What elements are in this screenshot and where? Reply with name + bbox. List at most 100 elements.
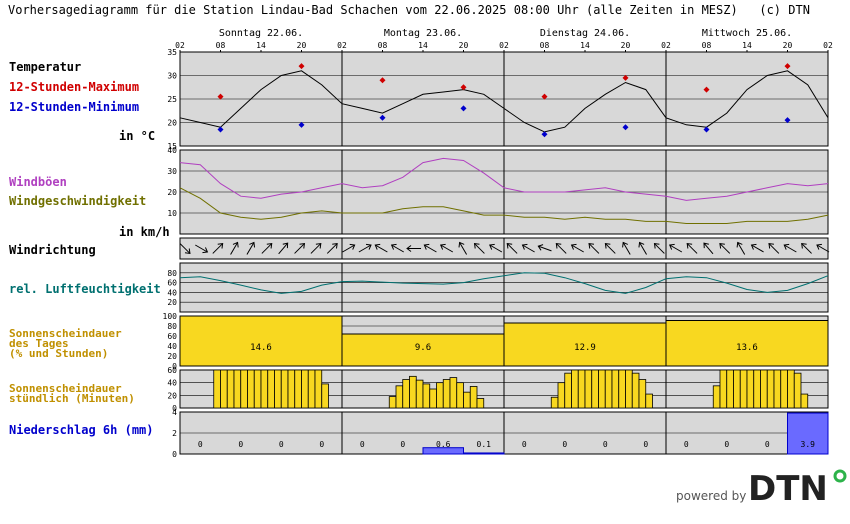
temp-tick-label: 35 bbox=[167, 48, 177, 57]
wind-direction-arrow bbox=[473, 242, 485, 254]
wind-direction-arrow bbox=[230, 241, 239, 255]
max-temp-point bbox=[379, 77, 386, 84]
precip-value: 0 bbox=[319, 440, 324, 449]
sun-hour-bar bbox=[220, 369, 228, 409]
sun-hour-bar bbox=[321, 383, 329, 409]
label-temp-unit: in °C bbox=[119, 129, 156, 143]
precip-value: 0 bbox=[643, 440, 648, 449]
gust-line bbox=[179, 157, 829, 201]
wind-arrow-head bbox=[349, 243, 356, 250]
sun-day-tick-label: 100 bbox=[163, 312, 178, 321]
precip-value: 0 bbox=[684, 440, 689, 449]
label-min: 12-Stunden-Minimum bbox=[9, 100, 140, 114]
precip-value: 0.1 bbox=[477, 440, 492, 449]
sun-hour-bar bbox=[638, 379, 647, 409]
precip-value: 0 bbox=[603, 440, 608, 449]
wind-arrow-head bbox=[703, 242, 709, 249]
sun-day-tick-label: 20 bbox=[167, 352, 177, 361]
sun-hour-bar bbox=[442, 379, 451, 409]
min-temp-point bbox=[703, 126, 710, 133]
wind-arrow-head bbox=[604, 242, 611, 249]
max-temp-point bbox=[622, 74, 629, 81]
wind-direction-arrow bbox=[261, 242, 273, 254]
wind-arrow-head bbox=[217, 242, 224, 249]
wind-tick-label: 30 bbox=[167, 167, 177, 176]
wind-direction-arrow bbox=[195, 244, 209, 254]
wind-tick-label: 40 bbox=[167, 146, 177, 155]
sun-day-value: 9.6 bbox=[415, 343, 431, 353]
sun-day-bar bbox=[665, 320, 829, 367]
sun-hour-bar bbox=[213, 369, 221, 409]
sun-hour-bar bbox=[415, 379, 424, 409]
hour-tick-label: 20 bbox=[783, 41, 793, 50]
wind-tick-label: 10 bbox=[167, 209, 177, 218]
wind-arrow-shaft bbox=[374, 244, 388, 253]
wind-arrow-shaft bbox=[326, 243, 338, 254]
sun-hour-tick-label: 40 bbox=[167, 379, 177, 388]
wind-arrow-shaft bbox=[459, 242, 468, 255]
sun-hour-bar bbox=[409, 375, 417, 409]
wind-direction-arrow bbox=[310, 242, 322, 254]
wind-direction-arrow bbox=[588, 242, 600, 254]
day-label: Montag 23.06. bbox=[384, 28, 462, 39]
precip-value: 0 bbox=[724, 440, 729, 449]
precip-value: 0 bbox=[765, 440, 770, 449]
hour-tick-label: 20 bbox=[297, 41, 307, 50]
hour-tick-label: 08 bbox=[216, 41, 226, 50]
wind-direction-arrow bbox=[801, 242, 812, 254]
hour-tick-label: 02 bbox=[661, 41, 671, 50]
wind-arrow-shaft bbox=[278, 242, 289, 255]
sun-hour-bar bbox=[793, 372, 802, 409]
precip-value: 0 bbox=[522, 440, 527, 449]
sun-hour-bar bbox=[571, 369, 579, 409]
wind-arrow-head bbox=[555, 242, 562, 249]
wind-arrow-head bbox=[768, 242, 774, 249]
max-temp-point bbox=[217, 93, 224, 100]
label-precip: Niederschlag 6h (mm) bbox=[9, 423, 154, 437]
precip-value: 0 bbox=[360, 440, 365, 449]
wind-tick-label: 20 bbox=[167, 188, 177, 197]
sun-hour-bar bbox=[712, 385, 721, 409]
sun-hour-bar bbox=[584, 369, 593, 409]
max-temp-point bbox=[298, 63, 305, 70]
sun-hour-bar bbox=[753, 369, 761, 409]
wind-arrow-shaft bbox=[474, 243, 485, 254]
precip-value: 3.9 bbox=[801, 440, 816, 449]
wind-arrow-shaft bbox=[605, 243, 616, 254]
wind-arrow-head bbox=[458, 241, 465, 248]
wind-direction-arrow bbox=[622, 241, 631, 255]
wind-arrow-head bbox=[668, 243, 675, 250]
sun-hour-bar bbox=[294, 369, 302, 409]
sun-day-bar bbox=[341, 333, 505, 367]
wind-direction-arrow bbox=[570, 243, 584, 253]
page-title: Vorhersagediagramm für die Station Linda… bbox=[8, 3, 810, 17]
wind-arrow-shaft bbox=[212, 243, 224, 254]
wind-arrow-head bbox=[249, 241, 256, 248]
wind-direction-arrow bbox=[489, 243, 503, 253]
wind-arrow-shaft bbox=[816, 244, 830, 253]
hour-tick-label: 20 bbox=[621, 41, 631, 50]
wind-arrow-head bbox=[816, 243, 822, 250]
wind-arrow-head bbox=[588, 242, 595, 249]
day-label: Mittwoch 25.06. bbox=[702, 28, 792, 39]
wind-arrow-shaft bbox=[768, 243, 780, 254]
sun-day-tick-label: 60 bbox=[167, 332, 177, 341]
precip-value: 0 bbox=[279, 440, 284, 449]
label-wind-unit: in km/h bbox=[119, 225, 170, 239]
sun-hour-bar bbox=[429, 388, 437, 409]
wind-arrow-shaft bbox=[440, 244, 454, 253]
sun-hour-bar bbox=[240, 369, 248, 409]
sun-hour-bar bbox=[733, 369, 741, 409]
wind-direction-arrow bbox=[278, 242, 289, 255]
wind-direction-arrow bbox=[439, 243, 454, 253]
wind-arrow-shaft bbox=[751, 244, 764, 253]
wind-arrow-shaft bbox=[737, 242, 746, 255]
sun-hour-bar bbox=[247, 369, 255, 409]
day-label: Dienstag 24.06. bbox=[540, 28, 630, 39]
wind-arrow-shaft bbox=[571, 244, 584, 253]
sun-day-tick-label: 80 bbox=[167, 322, 177, 331]
wind-arrow-shaft bbox=[639, 242, 647, 255]
sun-hour-bar bbox=[395, 385, 404, 409]
sun-day-value: 12.9 bbox=[574, 343, 596, 353]
